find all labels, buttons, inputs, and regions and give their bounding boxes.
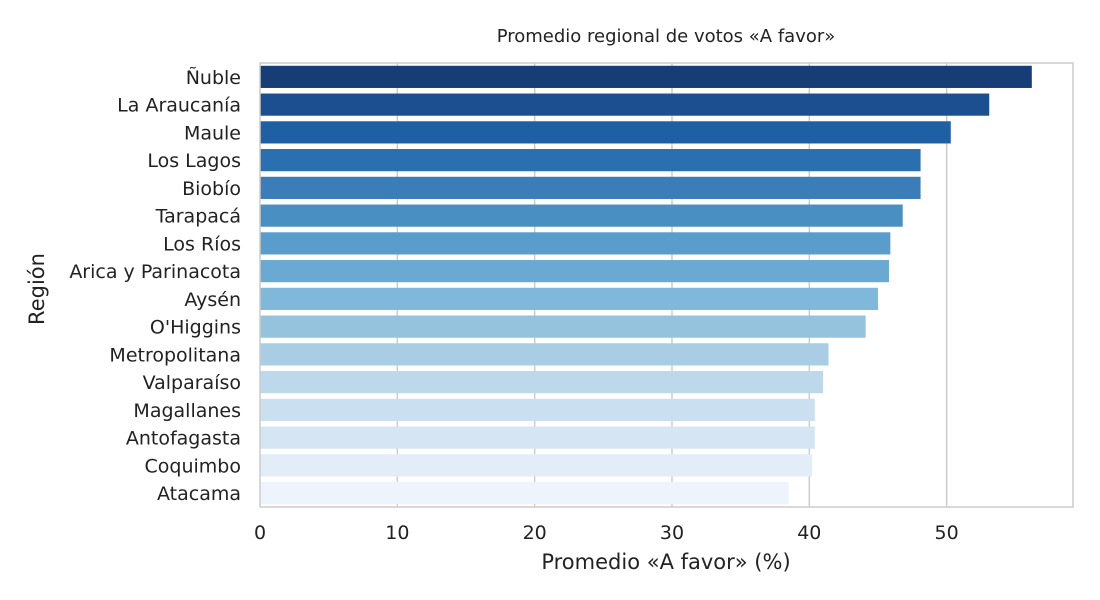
bar xyxy=(260,149,921,172)
chart-title: Promedio regional de votos «A favor» xyxy=(497,26,836,47)
y-category-label: Maule xyxy=(184,122,241,144)
bar xyxy=(260,260,889,283)
y-category-label: Atacama xyxy=(157,483,241,505)
y-category-label: Aysén xyxy=(184,289,241,311)
y-category-label: Magallanes xyxy=(133,400,241,422)
bar xyxy=(260,315,866,338)
x-tick-label: 20 xyxy=(523,522,547,544)
y-category-label: Ñuble xyxy=(186,66,241,89)
y-category-label: Tarapacá xyxy=(155,206,241,228)
bar xyxy=(260,398,815,421)
x-tick-label: 0 xyxy=(254,522,266,544)
bar xyxy=(260,426,815,449)
bars xyxy=(260,65,1032,505)
y-category-label: Antofagasta xyxy=(126,428,241,450)
x-axis-ticks: 0 10 20 30 40 50 xyxy=(254,522,959,544)
plot-frame xyxy=(259,62,1074,508)
x-tick-label: 40 xyxy=(797,522,821,544)
x-axis-title: Promedio «A favor» (%) xyxy=(541,550,790,574)
y-category-label: La Araucanía xyxy=(117,95,241,117)
bar xyxy=(260,65,1032,88)
y-category-label: Los Lagos xyxy=(147,150,241,172)
bar xyxy=(260,287,878,310)
bar xyxy=(260,482,789,505)
y-axis-title: Región xyxy=(25,253,49,325)
bar xyxy=(260,454,813,477)
bar xyxy=(260,176,921,199)
y-category-label: O'Higgins xyxy=(150,317,241,339)
x-tick-label: 30 xyxy=(660,522,684,544)
x-tick-label: 50 xyxy=(935,522,959,544)
bar xyxy=(260,232,891,255)
bar xyxy=(260,371,824,394)
bar xyxy=(260,343,829,366)
y-category-label: Arica y Parinacota xyxy=(69,261,241,283)
y-axis-labels: Ñuble La Araucanía Maule Los Lagos Biobío Tar… xyxy=(69,66,241,505)
bar xyxy=(260,121,951,144)
y-category-label: Los Ríos xyxy=(163,233,241,255)
x-tick-label: 10 xyxy=(385,522,409,544)
y-category-label: Valparaíso xyxy=(143,372,241,394)
bar xyxy=(260,204,903,227)
y-category-label: Metropolitana xyxy=(109,344,241,366)
y-category-label: Biobío xyxy=(182,178,241,200)
bar xyxy=(260,93,990,116)
y-category-label: Coquimbo xyxy=(145,455,241,477)
